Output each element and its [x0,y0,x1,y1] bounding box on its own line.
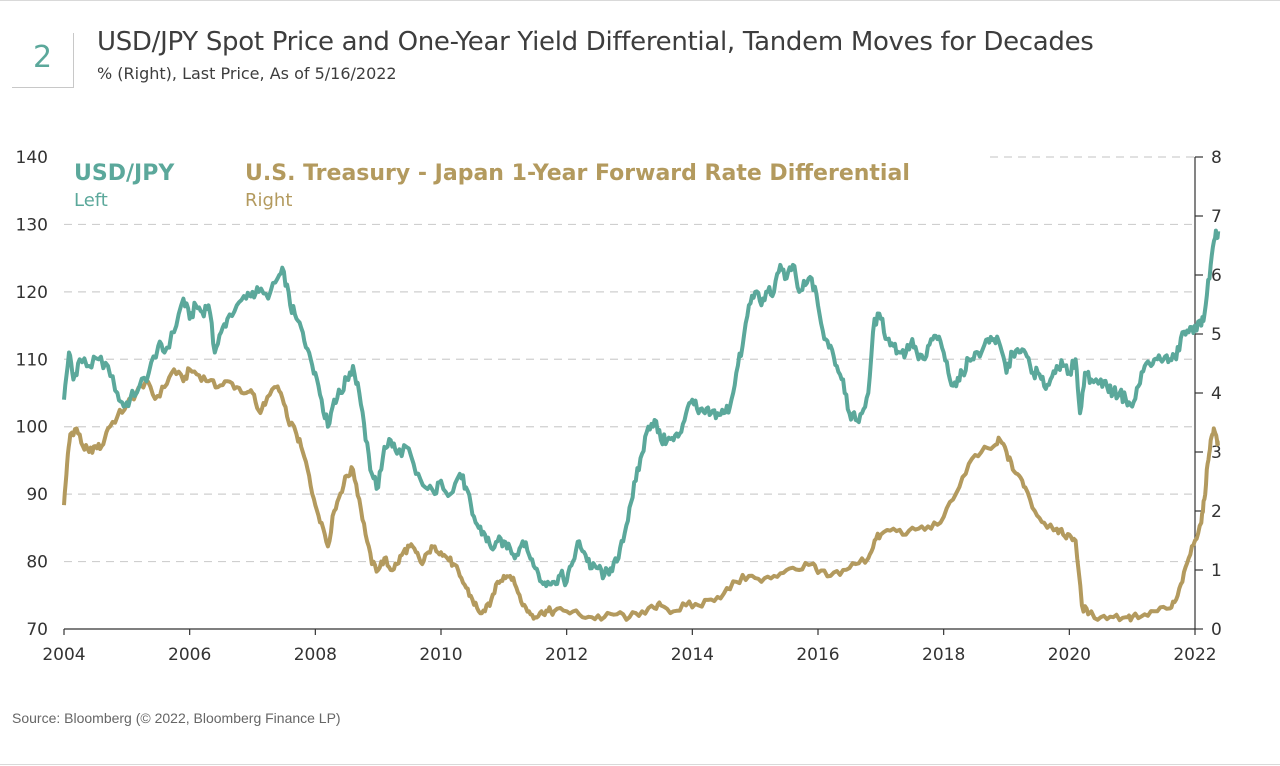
x-tick-label: 2004 [42,645,85,665]
chart-subtitle: % (Right), Last Price, As of 5/16/2022 [97,64,397,83]
left-y-tick-label: 70 [26,620,48,640]
left-y-tick-label: 130 [16,215,48,235]
right-y-tick-label: 6 [1211,266,1222,286]
figure-number: 2 [33,40,53,75]
left-y-tick-label: 100 [16,418,48,438]
legend-usdjpy-axis: Left [74,190,108,211]
right-y-tick-label: 3 [1211,443,1222,463]
left-y-tick-label: 110 [16,350,48,370]
series-line-differential [62,366,1221,623]
legend-differential-title: U.S. Treasury - Japan 1-Year Forward Rat… [245,161,910,186]
figure-number-frame [12,33,74,88]
x-tick-label: 2022 [1173,645,1216,665]
right-y-tick-label: 8 [1211,148,1222,168]
left-y-tick-label: 90 [26,485,48,505]
right-y-tick-label: 4 [1211,384,1222,404]
x-tick-label: 2018 [922,645,965,665]
right-y-tick-label: 5 [1211,325,1222,345]
x-tick-label: 2012 [545,645,588,665]
x-tick-label: 2016 [796,645,839,665]
right-y-tick-label: 1 [1211,561,1222,581]
x-tick-label: 2006 [168,645,211,665]
left-y-tick-label: 140 [16,148,48,168]
line-chart: 70 80 90 100 110 120 130 140 0 1 2 3 4 5 6 7 8 2004 2006 20… [16,148,1222,665]
x-tick-label: 2010 [419,645,462,665]
right-y-tick-label: 2 [1211,502,1222,522]
source-note: Source: Bloomberg (© 2022, Bloomberg Fin… [12,710,341,726]
chart-title: USD/JPY Spot Price and One-Year Yield Di… [97,27,1094,57]
left-y-tick-label: 120 [16,283,48,303]
series-line-usdjpy [62,228,1221,589]
x-tick-label: 2008 [294,645,337,665]
right-y-tick-label: 7 [1211,207,1222,227]
grid-lines [64,156,1195,563]
legend-usdjpy-title: USD/JPY [74,161,175,186]
x-tick-label: 2014 [671,645,714,665]
left-y-tick-label: 80 [26,553,48,573]
bottom-rule [0,764,1280,765]
right-y-tick-label: 0 [1211,620,1222,640]
legend-differential-axis: Right [245,190,292,211]
x-tick-label: 2020 [1048,645,1091,665]
series-lines [62,228,1221,623]
top-rule [0,0,1280,1]
axes: 70 80 90 100 110 120 130 140 0 1 2 3 4 5 6 7 8 2004 2006 20… [16,148,1222,665]
legend: USD/JPY Left U.S. Treasury - Japan 1-Yea… [74,161,910,211]
